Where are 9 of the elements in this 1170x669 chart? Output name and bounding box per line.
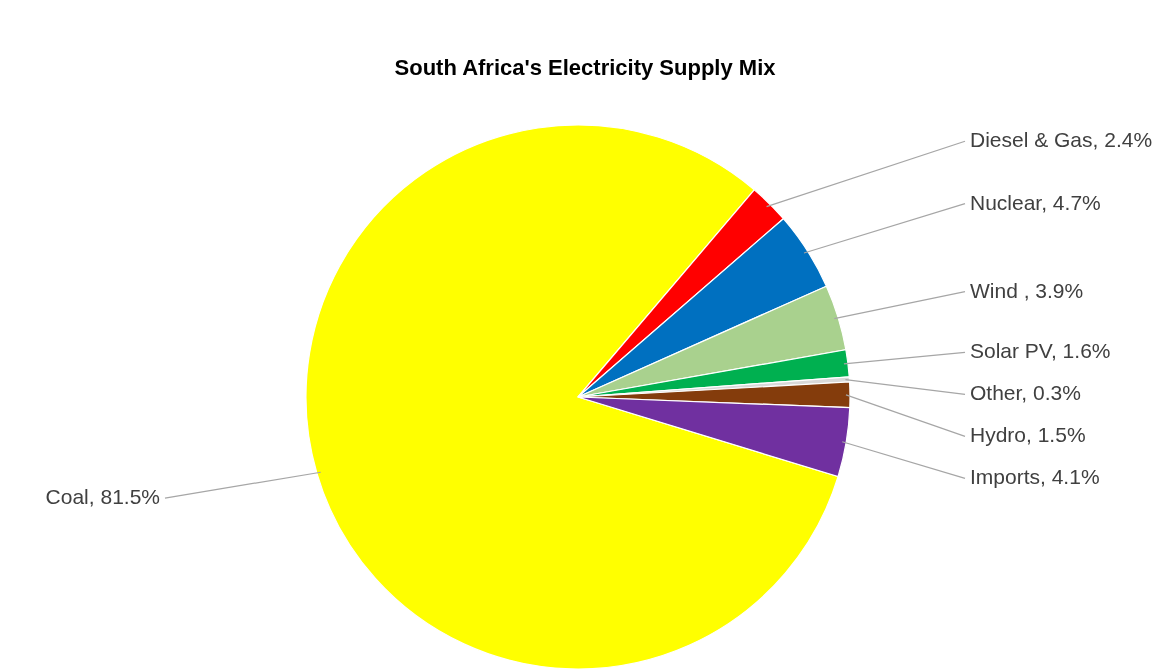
- slice-label: Hydro, 1.5%: [970, 423, 1086, 447]
- slice-label: Nuclear, 4.7%: [970, 190, 1101, 214]
- slice-label: Solar PV, 1.6%: [970, 339, 1111, 363]
- slice-label: Wind , 3.9%: [970, 278, 1084, 302]
- slice-label: Coal, 81.5%: [45, 485, 160, 509]
- slice-label: Other, 0.3%: [970, 381, 1081, 405]
- chart-title: South Africa's Electricity Supply Mix: [394, 55, 777, 80]
- slice-label: Imports, 4.1%: [970, 465, 1100, 489]
- slice-label: Diesel & Gas, 2.4%: [970, 128, 1153, 152]
